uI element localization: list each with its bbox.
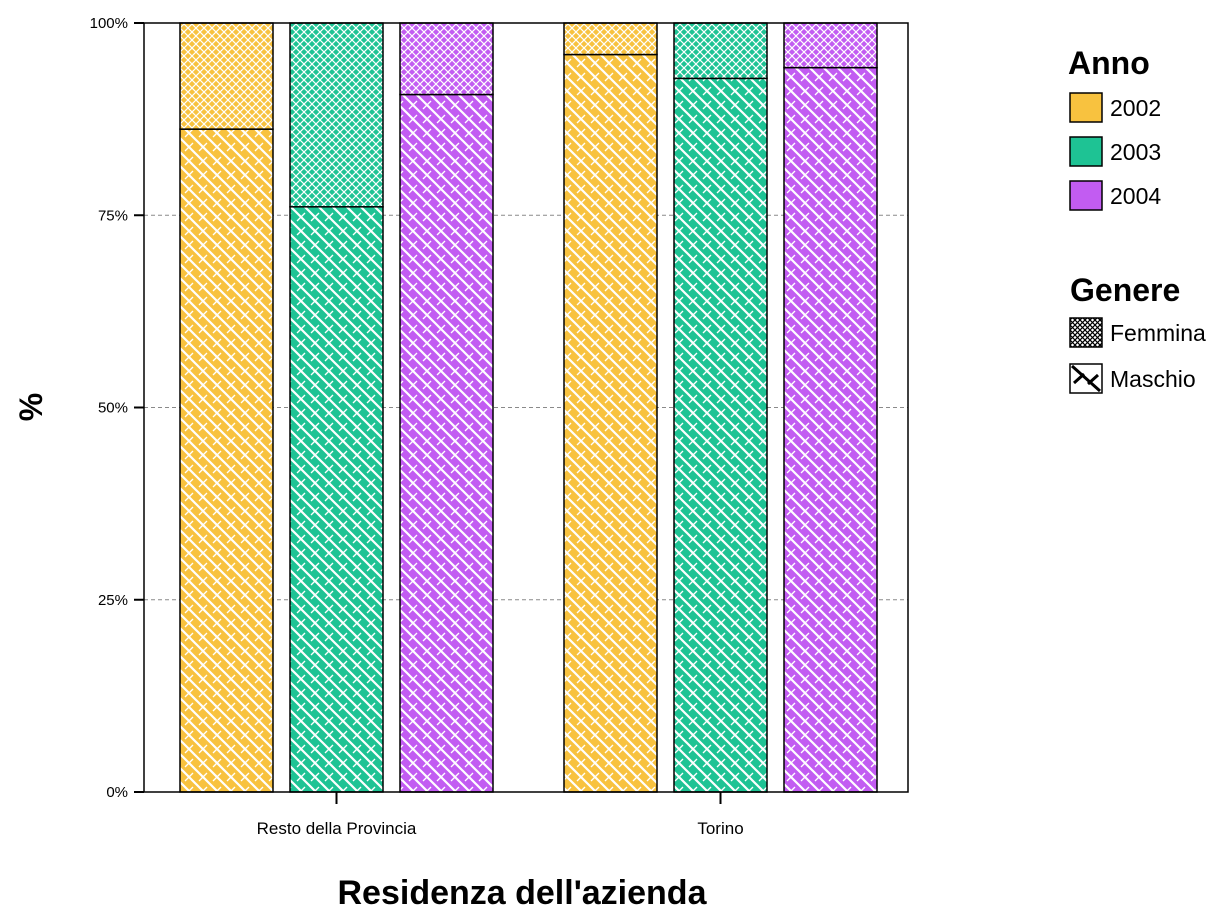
plot-area (144, 22, 908, 793)
legend-swatch-2002 (1069, 92, 1103, 123)
legend-pattern-swatch-femmina (1069, 317, 1103, 348)
bar-femmina-2003-0 (289, 22, 384, 208)
legend-title-anno: Anno (1068, 45, 1150, 81)
legend-swatch-maschio-stroke (1071, 364, 1101, 393)
bar-femmina-2003-1 (673, 22, 768, 80)
y-tick-label: 25% (98, 592, 128, 609)
axes: 0% 25% 50% 75% 100% Resto della Provincia Tori… (90, 15, 909, 838)
bar-femmina-2004-0 (399, 22, 494, 96)
legend-swatch-2004 (1069, 180, 1103, 211)
bar-maschio-2004-1 (783, 66, 878, 793)
bar-maschio-2003-1 (673, 77, 768, 793)
y-tick-label: 75% (98, 207, 128, 224)
legend-swatch-femmina (1069, 317, 1103, 348)
legend-title-genere: Genere (1070, 272, 1180, 308)
bar-femmina-2002-0 (179, 22, 274, 130)
legend-label-maschio: Maschio (1110, 366, 1196, 392)
bar-maschio-2002-1 (563, 53, 658, 793)
bar-maschio-2004-0 (399, 93, 494, 793)
bar-femmina-2002-1 (563, 22, 658, 56)
legend-label-2003: 2003 (1110, 139, 1161, 165)
bar-femmina-2004-1 (783, 22, 878, 69)
y-tick-label: 0% (106, 784, 128, 801)
legend-label-2002: 2002 (1110, 95, 1161, 121)
y-axis-title: % (13, 393, 49, 421)
bar-maschio-2002-0 (179, 128, 274, 793)
legend-swatch-2003 (1069, 136, 1103, 167)
x-category-label: Resto della Provincia (257, 819, 417, 838)
x-category-label: Torino (697, 819, 743, 838)
y-tick-label: 100% (90, 15, 128, 32)
legend-label-femmina: Femmina (1110, 320, 1206, 346)
legend-pattern-swatch-maschio (1069, 363, 1103, 394)
y-tick-label: 50% (98, 400, 128, 417)
legend-label-2004: 2004 (1110, 183, 1161, 209)
x-axis-title: Residenza dell'azienda (338, 874, 708, 912)
bar-maschio-2003-0 (289, 206, 384, 793)
legend: Anno 2002 2003 2004 Genere Femmina Maschio (1068, 45, 1206, 394)
